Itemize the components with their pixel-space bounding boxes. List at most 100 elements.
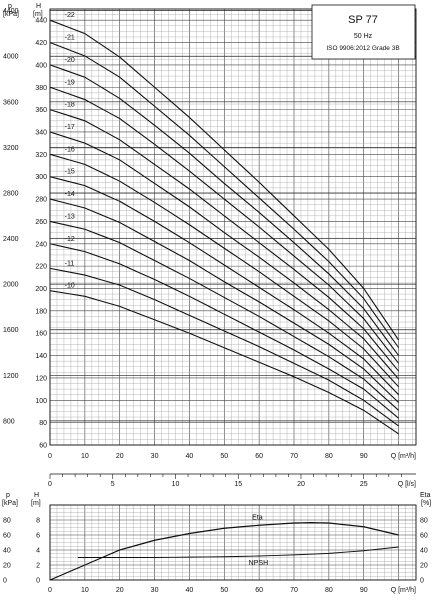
y-tick-label: 420 bbox=[35, 40, 47, 47]
stage-label: -19 bbox=[65, 79, 75, 86]
stage-label: -20 bbox=[65, 57, 75, 64]
h-axis-unit: [m] bbox=[33, 11, 43, 18]
top-grid bbox=[49, 8, 416, 446]
y-tick-label: 400 bbox=[35, 62, 47, 69]
y-tick-label: 160 bbox=[35, 331, 47, 338]
x2-tick-label: 25 bbox=[360, 481, 368, 488]
stage-label: -17 bbox=[65, 124, 75, 131]
x-tick-label: 40 bbox=[186, 453, 194, 460]
x-tick-label: 20 bbox=[116, 453, 124, 460]
y-tick-label: 100 bbox=[35, 398, 47, 405]
y-tick-label: 440 bbox=[35, 18, 47, 25]
stage-label: -15 bbox=[65, 169, 75, 176]
kpa-tick-label: 40 bbox=[3, 548, 11, 555]
eta-tick-label: 60 bbox=[420, 533, 428, 540]
x-tick-label: 80 bbox=[325, 453, 333, 460]
y2-tick-label: 1200 bbox=[3, 373, 19, 380]
eta-tick-label: 20 bbox=[420, 563, 428, 570]
kpa-axis-label: p bbox=[8, 3, 12, 10]
stage-label: -10 bbox=[65, 283, 75, 290]
x-tick-label: 90 bbox=[360, 587, 368, 594]
x-axis-label: Q [m³/h] bbox=[391, 453, 416, 460]
x-tick-label: 0 bbox=[48, 453, 52, 460]
y-tick-label: 80 bbox=[39, 420, 47, 427]
kpa-tick-label: 20 bbox=[3, 563, 11, 570]
eta-curve bbox=[49, 522, 399, 581]
x-tick-label: 60 bbox=[255, 587, 263, 594]
y-tick-label: 200 bbox=[35, 286, 47, 293]
h-tick-label: 6 bbox=[36, 533, 40, 540]
stage-curve-14 bbox=[49, 198, 399, 403]
eta-axis-unit: [%] bbox=[421, 500, 431, 507]
stage-label: -12 bbox=[65, 236, 75, 243]
x-tick-label: 50 bbox=[220, 453, 228, 460]
x-tick-label: 80 bbox=[325, 587, 333, 594]
stage-curve-21 bbox=[49, 42, 400, 349]
x-tick-label: 90 bbox=[360, 453, 368, 460]
y2-tick-label: 2800 bbox=[3, 190, 19, 197]
kpa-axis-unit: [kPa] bbox=[3, 11, 19, 18]
stage-curve-20 bbox=[49, 64, 400, 356]
stage-label: -16 bbox=[65, 146, 75, 153]
bottom-curves: Eta NPSH bbox=[49, 515, 399, 581]
standard-label: ISO 9906:2012 Grade 3B bbox=[326, 45, 399, 52]
eta-axis-label: Eta bbox=[420, 492, 431, 499]
x-tick-label: 60 bbox=[255, 453, 263, 460]
y2-tick-label: 4000 bbox=[3, 54, 19, 61]
bottom-plot-frame bbox=[49, 504, 417, 581]
y-tick-label: 380 bbox=[35, 85, 47, 92]
x-tick-label: 30 bbox=[151, 587, 159, 594]
x-tick-label: 20 bbox=[116, 587, 124, 594]
top-curves: -10 -11 -12 -13 -14 -15 -16 -17 -18 -19 -20 -21 -22 bbox=[49, 12, 400, 435]
x-tick-label: 30 bbox=[151, 453, 159, 460]
x-tick-label: 50 bbox=[220, 587, 228, 594]
kpa-axis-label: p bbox=[6, 492, 10, 499]
h-tick-label: 8 bbox=[36, 518, 40, 525]
y2-tick-label: 800 bbox=[3, 418, 15, 425]
stage-curve-10 bbox=[49, 290, 399, 435]
h-tick-label: 4 bbox=[36, 548, 40, 555]
x2-tick-label: 15 bbox=[234, 481, 242, 488]
stage-curve-17 bbox=[49, 131, 400, 380]
y-tick-label: 340 bbox=[35, 129, 47, 136]
bottom-axes: 02468020406080020406080p[kPa]H[m]Eta[%]0… bbox=[2, 492, 431, 594]
x-tick-label: 70 bbox=[290, 587, 298, 594]
y2-tick-label: 4400 bbox=[3, 8, 19, 15]
stage-label: -22 bbox=[65, 12, 75, 19]
stage-curve-22 bbox=[49, 19, 400, 341]
kpa-tick-label: 0 bbox=[3, 578, 7, 585]
y-tick-label: 280 bbox=[35, 197, 47, 204]
npsh-dotted-start bbox=[49, 567, 79, 581]
x2-tick-label: 10 bbox=[172, 481, 180, 488]
stage-curve-11 bbox=[49, 267, 399, 427]
y-tick-label: 140 bbox=[35, 353, 47, 360]
x-tick-label: 10 bbox=[81, 453, 89, 460]
stage-curve-12 bbox=[49, 243, 399, 419]
h-axis-unit: [m] bbox=[31, 500, 41, 507]
y-tick-label: 260 bbox=[35, 219, 47, 226]
stage-curve-19 bbox=[49, 86, 400, 364]
x-tick-label: 10 bbox=[81, 587, 89, 594]
y-tick-label: 120 bbox=[35, 375, 47, 382]
npsh-label: NPSH bbox=[249, 560, 268, 567]
y-tick-label: 60 bbox=[39, 443, 47, 450]
h-axis-label: H bbox=[36, 3, 41, 10]
top-plot-frame bbox=[49, 8, 417, 446]
stage-curve-13 bbox=[49, 220, 399, 411]
eta-tick-label: 0 bbox=[420, 578, 424, 585]
kpa-axis-unit: [kPa] bbox=[2, 500, 18, 507]
y-tick-label: 220 bbox=[35, 264, 47, 271]
y2-tick-label: 3600 bbox=[3, 99, 19, 106]
h-tick-label: 0 bbox=[36, 578, 40, 585]
top-axes: 6080100120140160180200220240260280300320… bbox=[3, 3, 417, 488]
x-tick-label: 40 bbox=[186, 587, 194, 594]
y-tick-label: 360 bbox=[35, 107, 47, 114]
frequency-label: 50 Hz bbox=[354, 33, 373, 40]
stage-label: -11 bbox=[65, 260, 75, 267]
kpa-tick-label: 60 bbox=[3, 533, 11, 540]
stage-curve-16 bbox=[49, 153, 399, 388]
y-tick-label: 240 bbox=[35, 241, 47, 248]
npsh-curve bbox=[77, 546, 399, 558]
eta-tick-label: 80 bbox=[420, 518, 428, 525]
